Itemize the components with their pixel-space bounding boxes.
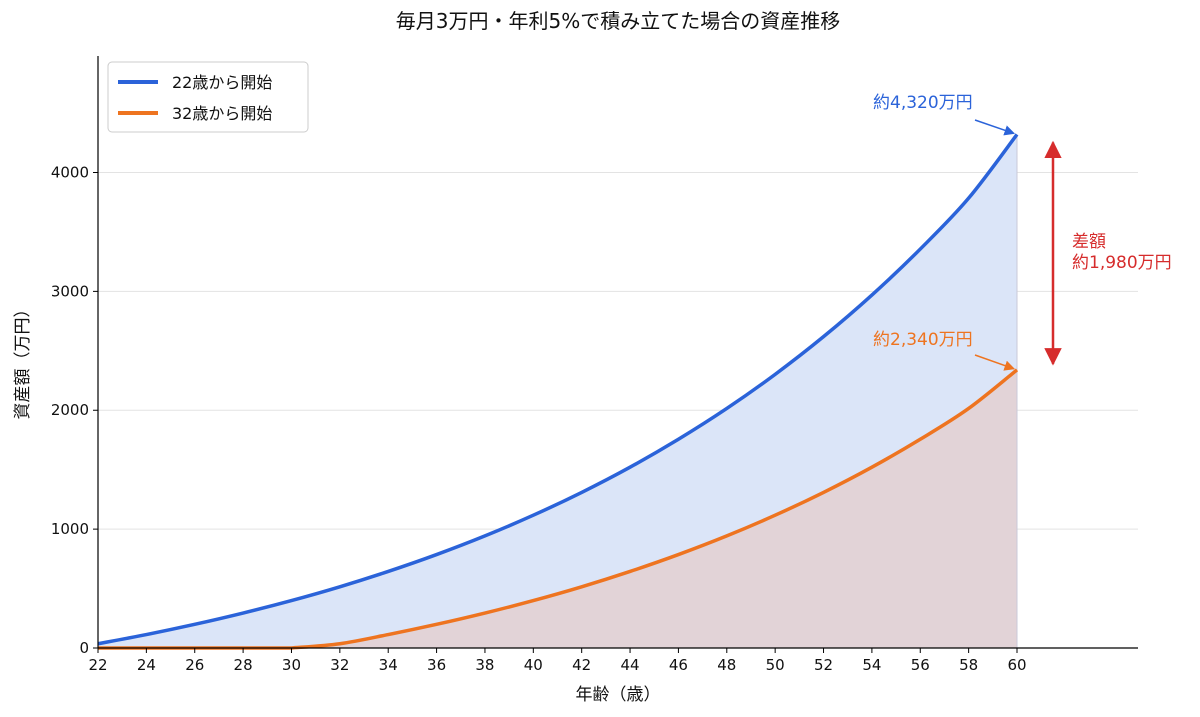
x-tick-label-46: 46 bbox=[669, 656, 688, 674]
axes bbox=[97, 56, 1138, 649]
x-axis-title: 年齢（歳） bbox=[576, 685, 661, 705]
x-tick-label-42: 42 bbox=[572, 656, 591, 674]
annotation-arrows bbox=[974, 119, 1062, 371]
legend-label-22: 22歳から開始 bbox=[172, 73, 272, 92]
x-tick-label-44: 44 bbox=[621, 656, 640, 674]
x-tick-label-60: 60 bbox=[1007, 656, 1026, 674]
legend: 22歳から開始 32歳から開始 bbox=[107, 61, 309, 133]
y-tick-label-0: 0 bbox=[79, 639, 89, 657]
x-tick-label-54: 54 bbox=[862, 656, 881, 674]
y-tick-label-3000: 3000 bbox=[51, 282, 89, 300]
chart-title: 毎月3万円・年利5%で積み立てた場合の資産推移 bbox=[396, 9, 840, 33]
x-tick-label-24: 24 bbox=[137, 656, 156, 674]
x-tick-label-36: 36 bbox=[427, 656, 446, 674]
y-axis-title: 資産額（万円） bbox=[13, 301, 33, 420]
arrow-orange-end bbox=[974, 354, 1015, 371]
x-tick-label-30: 30 bbox=[282, 656, 301, 674]
x-ticks: 22 24 26 28 30 32 34 36 38 40 42 44 46 48 50 52 54 56 58 60 bbox=[88, 648, 1027, 674]
y-tick-label-2000: 2000 bbox=[51, 401, 89, 419]
annotations: 約4,320万円 約2,340万円 差額 約1,980万円 bbox=[873, 93, 1172, 371]
x-tick-label-48: 48 bbox=[717, 656, 736, 674]
area-series-1 bbox=[98, 369, 1017, 648]
y-tick-label-1000: 1000 bbox=[51, 520, 89, 538]
y-ticks: 0 1000 2000 3000 4000 bbox=[51, 163, 98, 657]
y-tick-label-4000: 4000 bbox=[51, 163, 89, 181]
x-tick-label-38: 38 bbox=[475, 656, 494, 674]
x-tick-label-50: 50 bbox=[766, 656, 785, 674]
x-tick-label-22: 22 bbox=[88, 656, 107, 674]
annotation-difference-value: 約1,980万円 bbox=[1072, 253, 1172, 273]
x-tick-label-52: 52 bbox=[814, 656, 833, 674]
x-tick-label-28: 28 bbox=[234, 656, 253, 674]
arrow-blue-end bbox=[974, 119, 1015, 136]
legend-label-32: 32歳から開始 bbox=[172, 104, 272, 123]
areas bbox=[98, 134, 1018, 648]
line-series-0 bbox=[97, 133, 1019, 646]
lines bbox=[97, 133, 1019, 650]
annotation-orange-end: 約2,340万円 bbox=[873, 330, 973, 350]
annotation-difference-label: 差額 bbox=[1072, 232, 1106, 252]
x-tick-label-40: 40 bbox=[524, 656, 543, 674]
x-tick-label-26: 26 bbox=[185, 656, 204, 674]
annotation-blue-end: 約4,320万円 bbox=[873, 93, 973, 113]
x-tick-label-56: 56 bbox=[911, 656, 930, 674]
x-tick-label-34: 34 bbox=[379, 656, 398, 674]
x-tick-label-58: 58 bbox=[959, 656, 978, 674]
x-tick-label-32: 32 bbox=[330, 656, 349, 674]
line-series-1 bbox=[98, 368, 1019, 650]
